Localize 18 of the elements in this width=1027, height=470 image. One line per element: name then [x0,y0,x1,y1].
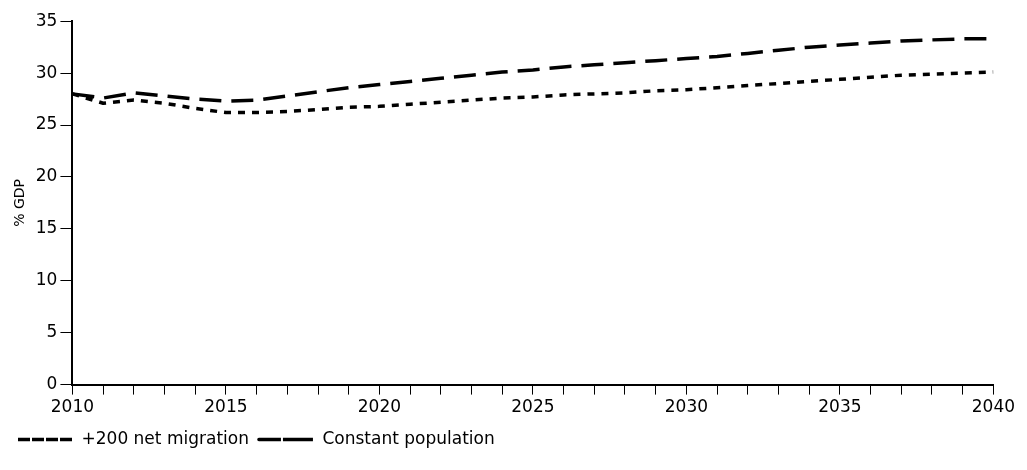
x-tick-label: 2030 [664,396,709,417]
x-tick-label: 2035 [818,396,862,417]
legend-label: +200 net migration [81,427,249,448]
legend-label: Constant population [322,427,495,448]
x-tick-label: 2040 [971,396,1015,417]
x-tick-label: 2020 [357,396,402,417]
y-tick-label: 15 [35,217,58,238]
x-tick-label: 2015 [204,396,248,417]
y-tick-label: 0 [46,373,58,394]
y-axis-title: % GDP [11,178,28,227]
y-tick-label: 30 [35,61,58,82]
y-tick-label: 10 [35,269,58,290]
y-tick-label: 5 [46,321,58,342]
x-tick-label: 2010 [50,396,95,417]
y-tick-label: 20 [35,165,58,186]
x-tick-label: 2025 [511,396,555,417]
y-tick-label: 35 [35,9,58,30]
y-tick-label: 25 [35,113,58,134]
